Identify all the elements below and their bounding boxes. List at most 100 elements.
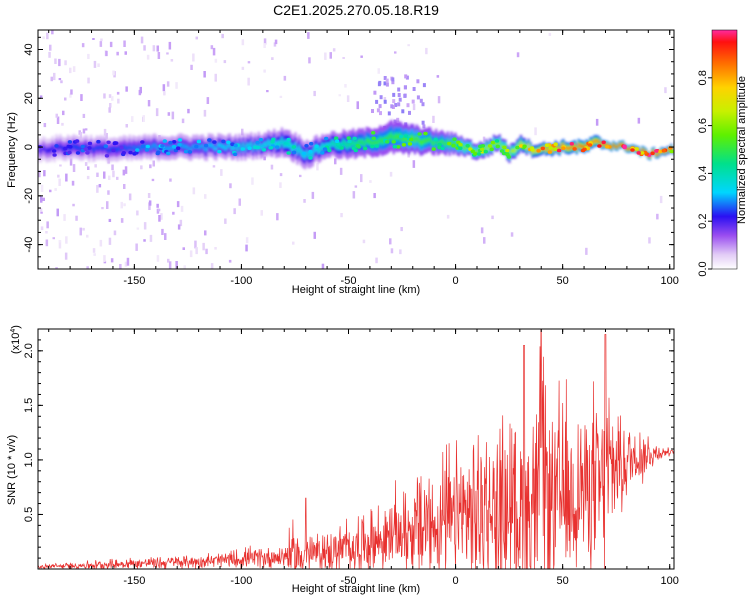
noise-cell [585, 247, 588, 255]
noise-cell [69, 158, 73, 166]
ridge-cell [336, 144, 339, 148]
ridge-cell [304, 154, 307, 158]
noise-cell [161, 228, 164, 235]
ridge-cell [419, 141, 422, 145]
noise-cell [245, 244, 248, 252]
noise-cell [273, 42, 277, 47]
noise-cell [143, 45, 146, 51]
noise-cell [124, 261, 128, 267]
noise-cell [214, 58, 218, 63]
colorbar-frame [711, 29, 738, 270]
noise-cell [362, 239, 366, 244]
ridge-speckle [194, 144, 199, 149]
noise-cell [383, 97, 387, 102]
noise-cell [64, 97, 67, 101]
y-tick-label: -40 [23, 237, 35, 253]
noise-cell [183, 265, 186, 269]
ridge-cell [627, 148, 630, 150]
ridge-speckle [634, 147, 639, 151]
ridge-cell [132, 145, 135, 149]
noise-cell [190, 64, 193, 70]
burst-cell [416, 95, 420, 100]
noise-cell [595, 118, 599, 126]
ridge-cell [388, 134, 392, 139]
ridge-cell [207, 143, 210, 147]
spectrogram-panel: -150 -100 -50 0 50 100 -40 -20 0 20 40 Height of … [6, 29, 679, 296]
burst-cell [416, 79, 420, 84]
ridge-cell [261, 145, 264, 148]
ridge-cell [74, 145, 77, 149]
burst-cell [403, 93, 407, 98]
noise-cell [245, 237, 249, 244]
noise-cell [128, 193, 132, 201]
noise-cell [99, 239, 103, 247]
ridge-speckle [87, 141, 93, 146]
ridge-speckle [431, 147, 436, 151]
noise-cell [40, 195, 43, 203]
ridge-cell [330, 141, 334, 145]
ridge-cell [332, 141, 336, 145]
ridge-cell [604, 144, 607, 146]
ridge-cell [433, 142, 436, 146]
ridge-speckle [403, 134, 409, 138]
burst-cell [385, 82, 389, 87]
ridge-cell [413, 139, 417, 143]
ridge-cell [546, 148, 550, 150]
x-tick-label: -150 [123, 275, 145, 287]
noise-cell [356, 101, 359, 110]
ridge-cell [514, 149, 517, 152]
noise-cell [58, 240, 62, 249]
burst-cell [406, 103, 410, 108]
burst-cell [419, 98, 423, 103]
ridge-cell [269, 142, 272, 146]
noise-cell [394, 51, 397, 54]
ridge-cell [253, 143, 257, 147]
ridge-cell [221, 145, 224, 148]
burst-cell [404, 85, 407, 90]
ridge-speckle [374, 144, 379, 148]
ridge-speckle [505, 148, 510, 153]
ridge-cell [415, 136, 418, 140]
noise-cell [148, 200, 152, 206]
noise-cell [87, 77, 90, 84]
ridge-speckle [630, 148, 635, 152]
noise-cell [140, 36, 144, 44]
noise-cell [389, 171, 393, 177]
spectrogram-y-ticks: -40 -20 0 20 40 [23, 36, 674, 270]
noise-cell [548, 32, 552, 36]
noise-cell [181, 118, 185, 124]
noise-cell [52, 237, 55, 240]
spectrogram-y-axis-title: Frequency (Hz) [6, 112, 18, 188]
ridge-cell [454, 141, 457, 144]
ridge-cell [313, 147, 316, 151]
noise-cell [316, 163, 319, 171]
noise-cell [58, 178, 61, 186]
noise-cell [103, 128, 107, 136]
ridge-cell [286, 142, 289, 146]
noise-cell [103, 171, 106, 179]
ridge-speckle [232, 152, 238, 157]
noise-cell [109, 41, 113, 48]
ridge-cell [371, 142, 374, 146]
ridge-speckle [177, 138, 183, 142]
noise-cell [480, 227, 484, 234]
noise-cell [192, 187, 196, 195]
noise-cell [238, 198, 241, 206]
burst-cell [404, 74, 408, 79]
noise-cell [192, 53, 195, 62]
ridge-speckle [339, 146, 344, 150]
noise-cell [149, 164, 152, 169]
ridge-cell [309, 153, 312, 156]
ridge-cell [321, 144, 324, 148]
ridge-cell [581, 145, 584, 147]
ridge-cell [352, 140, 355, 144]
ridge-speckle [324, 136, 329, 141]
noise-cell [229, 183, 232, 189]
noise-cell [50, 76, 53, 82]
noise-cell [93, 60, 97, 68]
noise-cell [204, 230, 207, 236]
noise-cell [483, 237, 486, 244]
ridge-speckle [654, 149, 659, 153]
noise-cell [123, 203, 126, 207]
noise-cell [122, 169, 126, 176]
